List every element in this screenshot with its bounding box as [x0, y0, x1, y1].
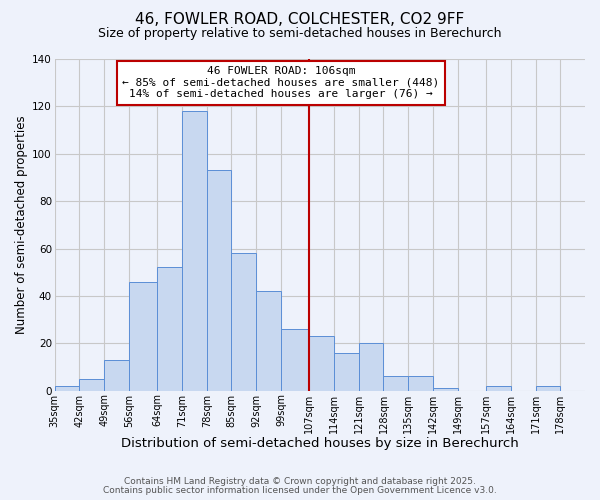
- Bar: [232, 254, 256, 390]
- Bar: [359, 344, 383, 390]
- Bar: [79, 379, 104, 390]
- Bar: [207, 170, 232, 390]
- Bar: [486, 386, 511, 390]
- Y-axis label: Number of semi-detached properties: Number of semi-detached properties: [15, 116, 28, 334]
- Bar: [536, 386, 560, 390]
- Text: 46, FOWLER ROAD, COLCHESTER, CO2 9FF: 46, FOWLER ROAD, COLCHESTER, CO2 9FF: [136, 12, 464, 28]
- Bar: [383, 376, 408, 390]
- Bar: [104, 360, 129, 390]
- Bar: [408, 376, 433, 390]
- Bar: [55, 386, 79, 390]
- X-axis label: Distribution of semi-detached houses by size in Berechurch: Distribution of semi-detached houses by …: [121, 437, 519, 450]
- Text: 46 FOWLER ROAD: 106sqm
← 85% of semi-detached houses are smaller (448)
14% of se: 46 FOWLER ROAD: 106sqm ← 85% of semi-det…: [122, 66, 440, 100]
- Bar: [433, 388, 458, 390]
- Bar: [256, 291, 281, 390]
- Bar: [157, 268, 182, 390]
- Text: Contains HM Land Registry data © Crown copyright and database right 2025.: Contains HM Land Registry data © Crown c…: [124, 477, 476, 486]
- Bar: [182, 111, 207, 390]
- Bar: [129, 282, 157, 391]
- Bar: [334, 353, 359, 391]
- Text: Size of property relative to semi-detached houses in Berechurch: Size of property relative to semi-detach…: [98, 28, 502, 40]
- Bar: [309, 336, 334, 390]
- Text: Contains public sector information licensed under the Open Government Licence v3: Contains public sector information licen…: [103, 486, 497, 495]
- Bar: [281, 329, 309, 390]
